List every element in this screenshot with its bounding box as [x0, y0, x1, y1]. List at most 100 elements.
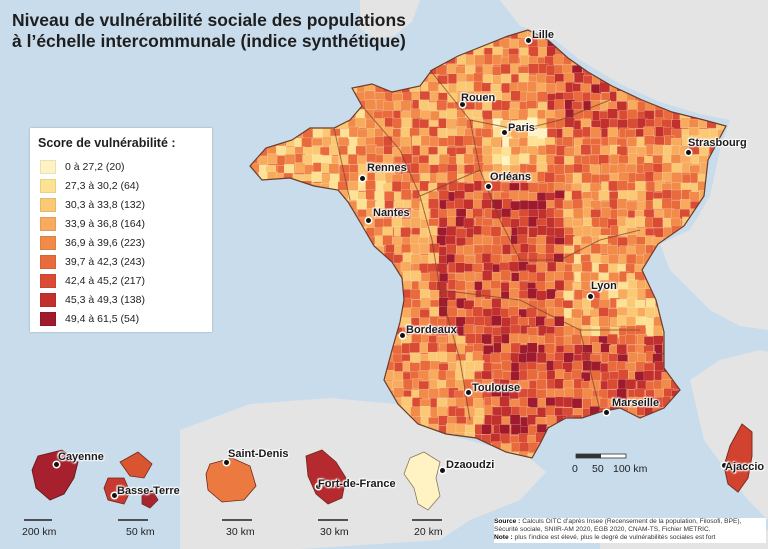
intercommunal-cell: [348, 270, 359, 281]
intercommunal-cell: [699, 324, 711, 336]
intercommunal-cell: [546, 442, 557, 454]
intercommunal-cell: [364, 343, 375, 354]
legend-entry: 30,3 à 33,8 (132): [40, 196, 145, 213]
intercommunal-cell: [627, 100, 639, 111]
intercommunal-cell: [250, 216, 261, 227]
intercommunal-cell: [563, 290, 574, 302]
intercommunal-cell: [295, 191, 306, 202]
intercommunal-cell: [348, 235, 360, 246]
intercommunal-cell: [258, 317, 269, 328]
intercommunal-cell: [329, 72, 340, 83]
intercommunal-cell: [654, 271, 666, 283]
intercommunal-cell: [348, 389, 359, 400]
intercommunal-cell: [274, 216, 286, 228]
intercommunal-cell: [348, 298, 359, 309]
intercommunal-cell: [349, 315, 360, 326]
intercommunal-cell: [509, 154, 520, 165]
intercommunal-cell: [591, 415, 602, 426]
map-title-line2: à l’échelle intercommunale (indice synth…: [12, 31, 406, 51]
intercommunal-cell: [671, 163, 682, 174]
intercommunal-cell: [571, 369, 582, 381]
intercommunal-cell: [303, 245, 315, 256]
intercommunal-cell: [681, 369, 693, 380]
intercommunal-cell: [501, 360, 512, 372]
intercommunal-cell: [654, 443, 665, 454]
intercommunal-cell: [670, 336, 681, 347]
intercommunal-cell: [283, 225, 294, 236]
intercommunal-cell: [330, 244, 341, 255]
intercommunal-cell: [330, 92, 341, 104]
intercommunal-cell: [256, 199, 268, 211]
legend-label: 49,4 à 61,5 (54): [65, 312, 140, 325]
intercommunal-cell: [634, 434, 645, 445]
intercommunal-cell: [546, 45, 557, 57]
legend-entry: 0 à 27,2 (20): [40, 158, 125, 175]
intercommunal-cell: [312, 271, 324, 283]
intercommunal-cell: [338, 83, 350, 94]
intercommunal-cell: [463, 300, 475, 311]
intercommunal-cell: [500, 63, 511, 75]
intercommunal-cell: [598, 154, 609, 166]
intercommunal-cell: [571, 414, 583, 426]
intercommunal-cell: [239, 300, 249, 310]
intercommunal-cell: [400, 207, 412, 218]
legend-swatch: [40, 254, 56, 269]
intercommunal-cell: [725, 335, 726, 347]
intercommunal-cell: [304, 308, 315, 319]
intercommunal-cell: [259, 92, 270, 103]
intercommunal-cell: [429, 243, 440, 254]
intercommunal-cell: [463, 244, 474, 256]
intercommunal-cell: [292, 126, 303, 137]
legend-label: 45,3 à 49,3 (138): [65, 293, 145, 306]
intercommunal-cell: [348, 244, 359, 255]
intercommunal-cell: [646, 462, 656, 472]
intercommunal-cell: [580, 271, 591, 283]
intercommunal-cell: [627, 442, 638, 454]
intercommunal-cell: [364, 90, 375, 102]
intercommunal-cell: [250, 200, 252, 211]
legend-entry: 45,3 à 49,3 (138): [40, 291, 145, 308]
intercommunal-cell: [346, 210, 357, 221]
intercommunal-cell: [266, 219, 277, 230]
source-label: Source :: [494, 518, 521, 525]
intercommunal-cell: [294, 297, 305, 308]
intercommunal-cell: [349, 353, 360, 364]
city-label-toulouse: Toulouse: [472, 382, 521, 394]
intercommunal-cell: [617, 425, 628, 437]
legend-entry: 42,4 à 45,2 (217): [40, 272, 145, 289]
intercommunal-cell: [338, 351, 350, 362]
intercommunal-cell: [346, 225, 358, 237]
legend-swatch: [40, 178, 56, 193]
intercommunal-cell: [581, 172, 592, 184]
intercommunal-cell: [607, 378, 618, 390]
intercommunal-cell: [358, 327, 369, 338]
intercommunal-cell: [283, 369, 295, 381]
intercommunal-cell: [276, 252, 287, 263]
intercommunal-cell: [366, 378, 377, 390]
intercommunal-cell: [526, 342, 538, 354]
intercommunal-cell: [645, 270, 657, 282]
intercommunal-cell: [571, 334, 582, 345]
intercommunal-cell: [250, 182, 259, 193]
intercommunal-cell: [329, 326, 341, 338]
intercommunal-cell: [617, 180, 628, 191]
intercommunal-cell: [265, 316, 276, 328]
intercommunal-cell: [302, 270, 313, 282]
intercommunal-cell: [635, 442, 646, 454]
intercommunal-cell: [672, 414, 683, 425]
intercommunal-cell: [366, 362, 378, 373]
intercommunal-cell: [356, 372, 367, 383]
intercommunal-cell: [527, 388, 538, 399]
intercommunal-cell: [365, 324, 376, 335]
intercommunal-cell: [283, 325, 295, 337]
intercommunal-cell: [410, 217, 421, 228]
intercommunal-cell: [626, 201, 637, 212]
intercommunal-cell: [257, 351, 269, 362]
intercommunal-cell: [310, 117, 321, 128]
intercommunal-cell: [562, 200, 574, 211]
france-mainland-outline: [249, 29, 727, 459]
city-label-lyon: Lyon: [591, 280, 617, 292]
intercommunal-cell: [239, 264, 249, 274]
intercommunal-cell: [250, 344, 252, 355]
city-dot: [400, 333, 405, 338]
